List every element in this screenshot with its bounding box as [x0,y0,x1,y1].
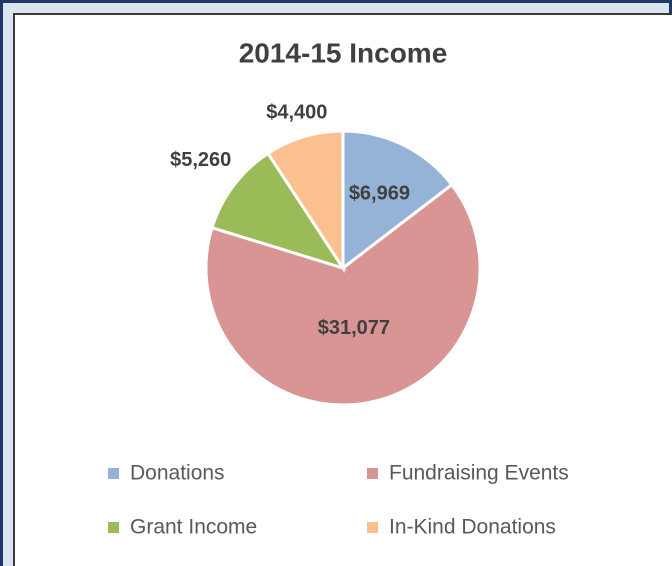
legend-swatch [108,468,119,479]
legend-label: Fundraising Events [389,462,569,485]
legend-swatch [367,468,378,479]
pie-slice [341,129,454,272]
pie-slice [204,182,482,407]
pie-slice [265,129,345,274]
legend: Donations Fundraising Events Grant Income I… [108,462,569,539]
legend-swatch [108,522,119,533]
legend-swatch [367,522,378,533]
legend-label: Donations [130,462,225,485]
pie: $6,969 $31,077 $5,260 $4,400 [170,101,482,407]
data-label: $4,400 [266,101,327,123]
pie-slice [210,151,347,271]
data-label: $31,077 [318,317,390,339]
legend-label: In-Kind Donations [389,516,556,539]
legend-label: Grant Income [130,516,257,539]
data-label: $6,969 [349,183,410,205]
data-label: $5,260 [170,149,231,171]
chart-title: 2014-15 Income [239,37,448,68]
